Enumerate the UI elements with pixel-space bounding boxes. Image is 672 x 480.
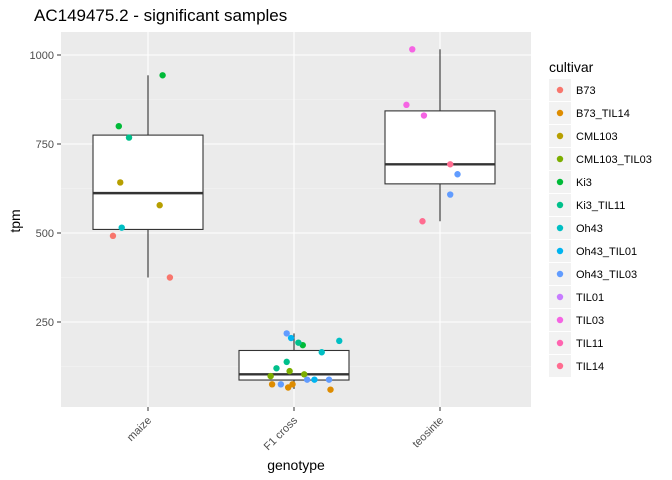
- data-point: [273, 365, 280, 372]
- legend: cultivar B73 B73_TIL14 CML103 CML103_TIL03 K…: [549, 59, 652, 377]
- legend-swatch: [556, 362, 564, 370]
- legend-item: Oh43_TIL01: [549, 240, 637, 262]
- data-point: [303, 376, 311, 383]
- data-point: [454, 171, 461, 178]
- y-tick-label: 500: [36, 228, 54, 240]
- data-point: [283, 330, 290, 337]
- legend-swatch: [556, 224, 564, 232]
- x-axis: maize F1 cross teosinte: [125, 407, 446, 453]
- data-point: [420, 112, 428, 119]
- data-point: [409, 46, 416, 53]
- data-point: [166, 274, 174, 281]
- data-point: [284, 384, 292, 391]
- x-tick-label: teosinte: [410, 415, 446, 451]
- legend-item: TIL11: [549, 332, 603, 354]
- legend-swatch: [556, 293, 564, 301]
- chart-title: AC149475.2 - significant samples: [34, 6, 287, 25]
- data-point: [419, 218, 426, 225]
- jitter-points: [109, 46, 461, 393]
- legend-item: CML103: [549, 125, 618, 147]
- data-point: [277, 381, 285, 388]
- legend-label: Oh43_TIL01: [576, 246, 637, 258]
- legend-label: TIL01: [576, 292, 604, 304]
- y-tick-label: 250: [36, 317, 54, 329]
- legend-label: B73: [576, 85, 596, 97]
- data-point: [295, 339, 302, 346]
- legend-label: TIL14: [576, 361, 604, 373]
- legend-swatch: [556, 155, 564, 163]
- box: [92, 134, 204, 230]
- data-point: [115, 123, 123, 130]
- y-axis-title: tpm: [7, 209, 23, 232]
- data-point: [447, 161, 454, 168]
- legend-swatch: [556, 132, 564, 140]
- data-point: [318, 349, 325, 356]
- y-tick-label: 1000: [30, 50, 54, 62]
- data-point: [159, 72, 166, 79]
- data-point: [403, 101, 410, 109]
- legend-swatch: [556, 339, 564, 347]
- legend-item: Oh43: [549, 217, 603, 239]
- legend-swatch: [556, 270, 564, 278]
- legend-item: B73: [549, 79, 596, 101]
- legend-item: B73_TIL14: [549, 102, 630, 124]
- legend-swatch: [556, 178, 564, 186]
- x-tick-label: F1 cross: [262, 414, 301, 453]
- data-point: [301, 371, 308, 378]
- boxplot-maize: [92, 75, 204, 278]
- data-point: [325, 376, 333, 383]
- legend-label: Oh43_TIL03: [576, 269, 637, 281]
- legend-label: TIL11: [576, 338, 603, 350]
- legend-item: Ki3: [549, 171, 592, 193]
- data-point: [267, 372, 274, 380]
- data-point: [283, 358, 290, 366]
- legend-label: CML103: [576, 131, 618, 143]
- legend-label: CML103_TIL03: [576, 154, 652, 166]
- legend-item: Ki3_TIL11: [549, 194, 625, 216]
- box: [384, 110, 496, 185]
- data-point: [327, 386, 334, 393]
- boxplots: [92, 49, 496, 389]
- legend-title: cultivar: [549, 59, 594, 75]
- legend-label: TIL03: [576, 315, 604, 327]
- boxplot-teosinte: [384, 49, 496, 222]
- box: [238, 349, 350, 381]
- legend-item: TIL01: [549, 286, 604, 308]
- legend-label: Ki3: [576, 177, 592, 189]
- data-point: [287, 334, 295, 342]
- data-point: [118, 224, 125, 231]
- legend-label: B73_TIL14: [576, 108, 630, 120]
- legend-swatch: [556, 86, 564, 94]
- legend-item: TIL14: [549, 355, 604, 377]
- legend-swatch: [556, 247, 564, 255]
- legend-item: Oh43_TIL03: [549, 263, 637, 285]
- data-point: [156, 202, 163, 209]
- data-point: [336, 337, 343, 345]
- y-axis: 250 500 750 1000: [30, 50, 61, 329]
- legend-item: CML103_TIL03: [549, 148, 652, 170]
- legend-swatch: [556, 201, 564, 209]
- data-point: [311, 376, 318, 383]
- legend-label: Oh43: [576, 223, 603, 235]
- data-point: [109, 232, 117, 240]
- legend-swatch: [556, 316, 564, 324]
- legend-item: TIL03: [549, 309, 604, 331]
- data-point: [125, 134, 133, 141]
- x-axis-title: genotype: [267, 457, 325, 473]
- legend-label: Ki3_TIL11: [576, 200, 625, 212]
- data-point: [268, 381, 276, 388]
- x-tick-label: maize: [125, 415, 154, 444]
- data-point: [289, 381, 296, 388]
- data-point: [117, 179, 124, 186]
- legend-swatch: [556, 109, 564, 117]
- data-point: [447, 191, 454, 198]
- y-tick-label: 750: [36, 139, 54, 151]
- data-point: [286, 367, 293, 375]
